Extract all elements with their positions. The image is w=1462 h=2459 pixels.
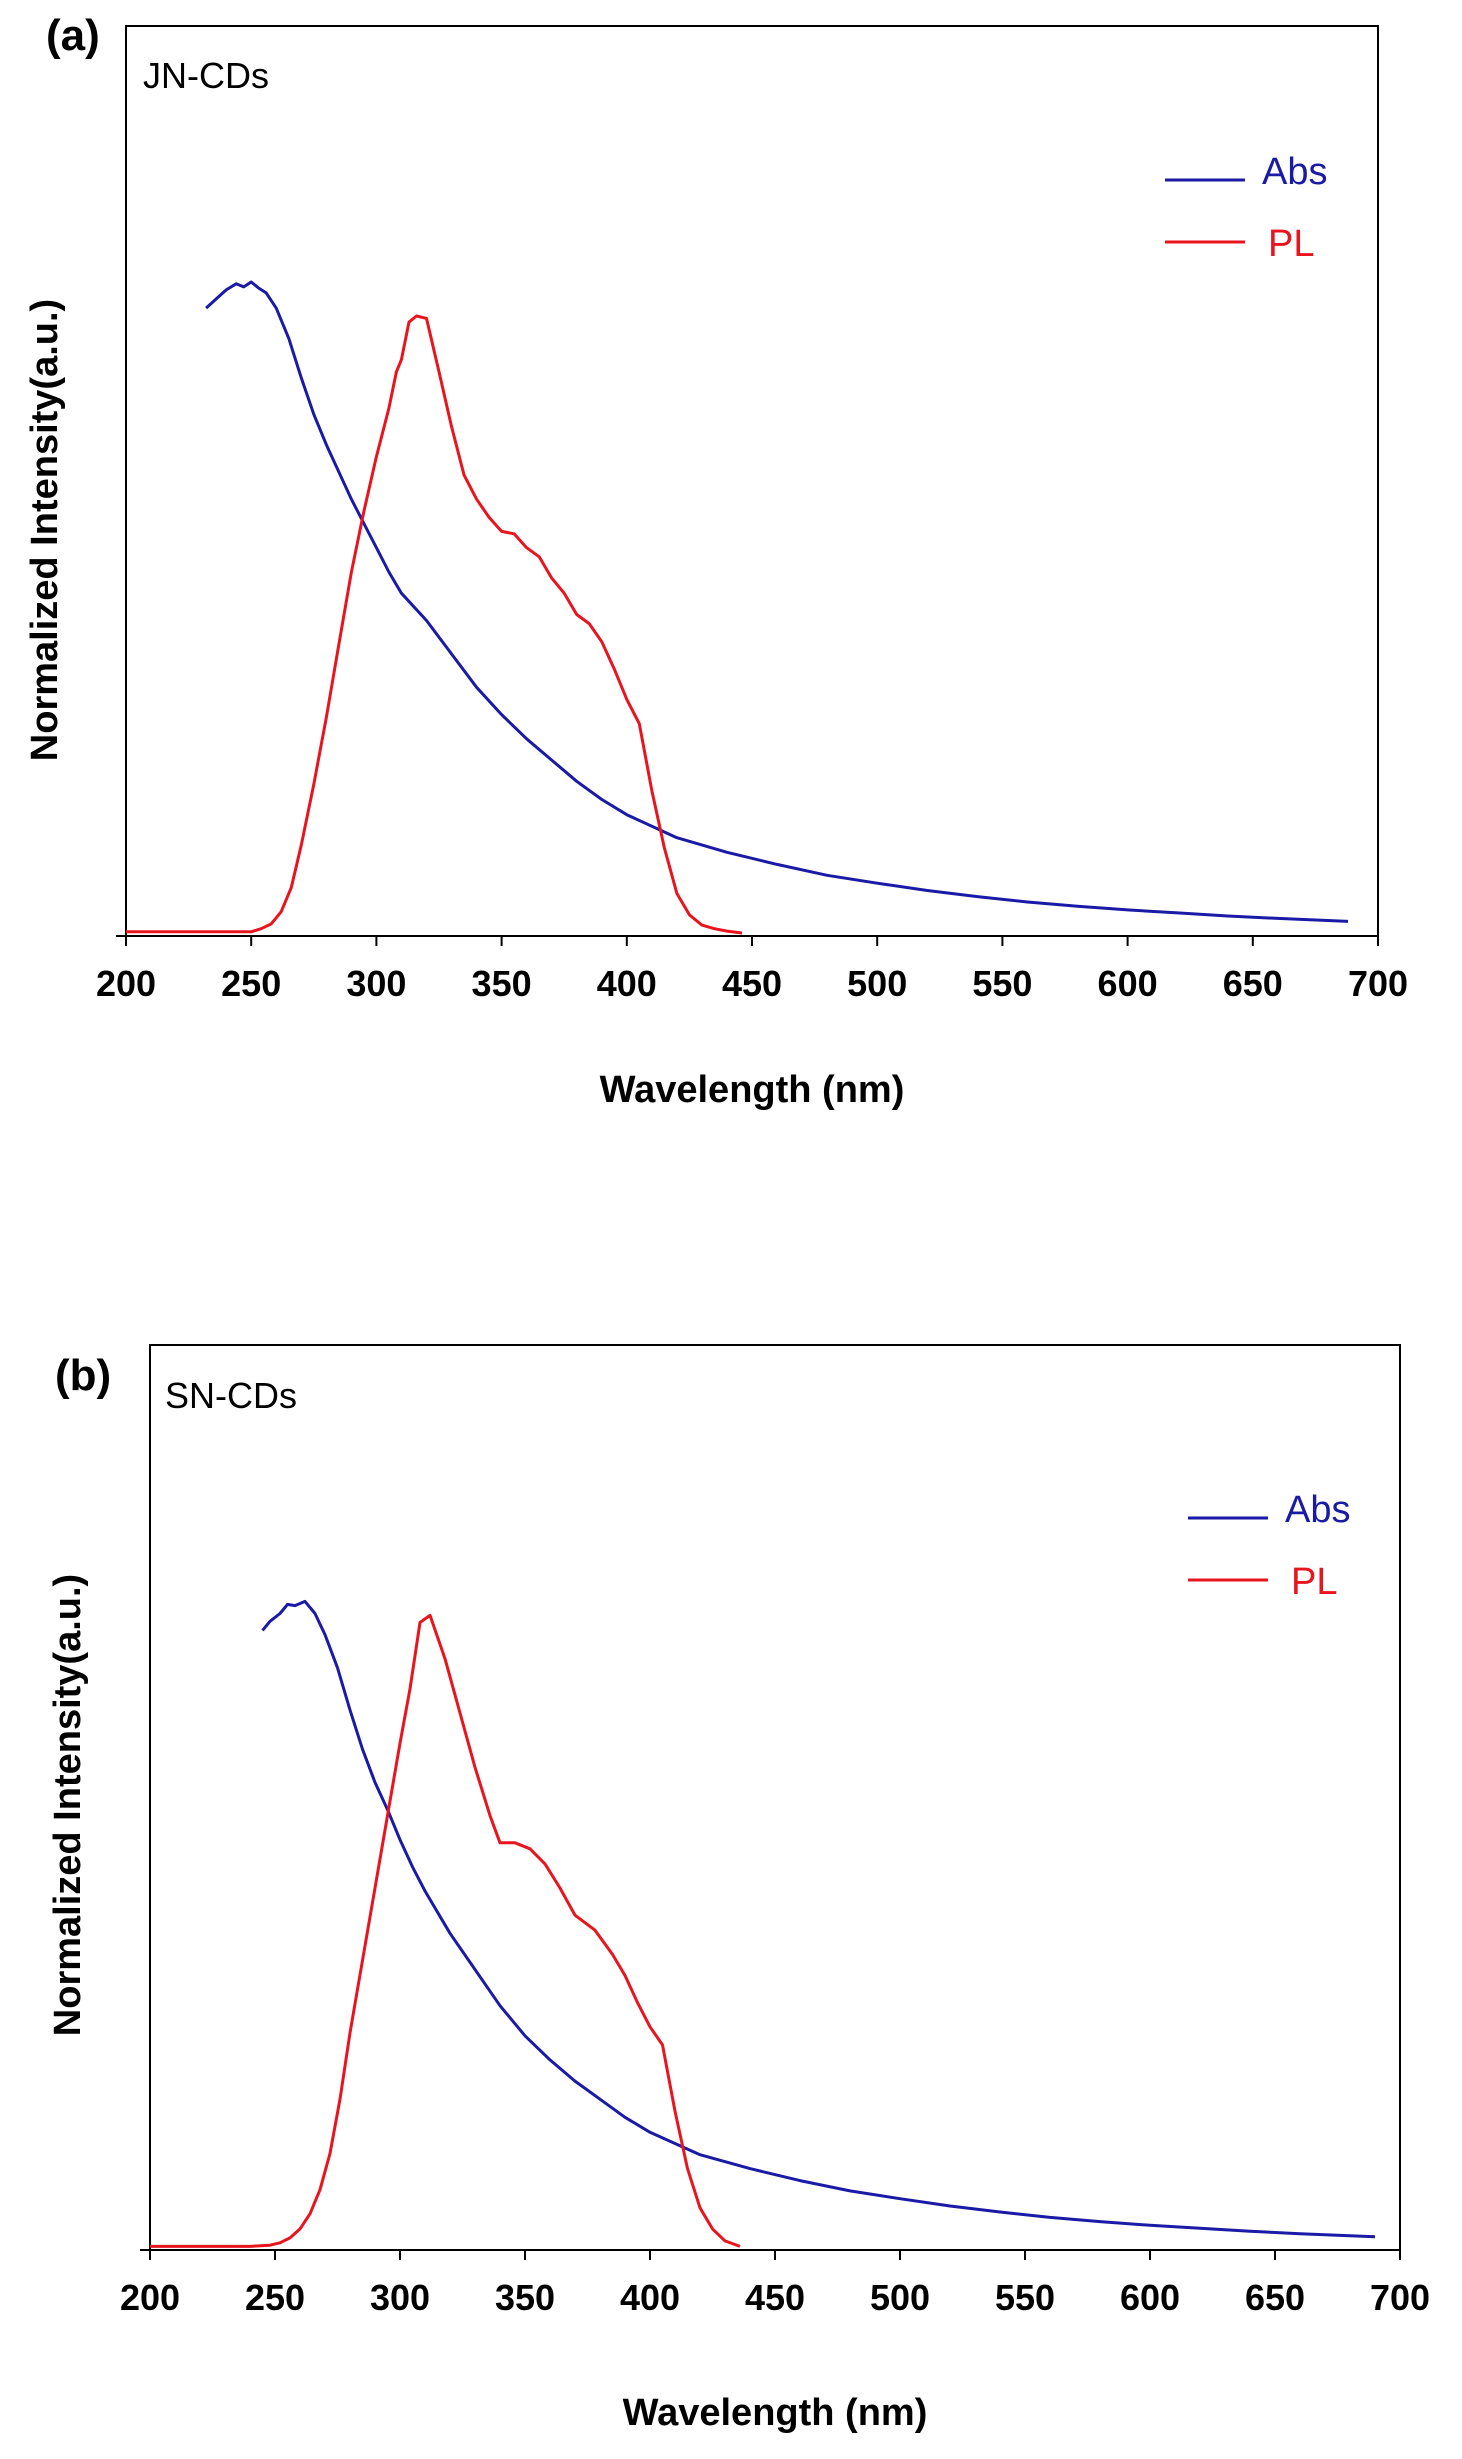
series-lines [126,280,1349,935]
x-tick-label: 250 [245,2277,305,2318]
x-tick-label: 300 [346,963,406,1004]
x-tick-label: 450 [722,963,782,1004]
series-line-pl [150,1613,741,2248]
x-axis-ticks [140,2249,1401,2260]
series-lines [150,1599,1376,2248]
panel-a: (a) JN-CDs Normalized Intensity(a.u.) Wa… [24,11,1408,1111]
x-tick-label: 550 [995,2277,1055,2318]
panel-label: (a) [46,11,100,60]
x-axis-tick-labels: 200 250 300 350 400 450 500 550 600 650 700 [120,2277,1430,2318]
sample-label: SN-CDs [165,1375,297,1416]
x-axis-title: Wavelength (nm) [600,1069,905,1111]
panel-label: (b) [55,1351,111,1400]
x-tick-label: 650 [1245,2277,1305,2318]
series-line-abs [205,280,1349,923]
plot-frame [125,25,1379,937]
x-tick-label: 350 [472,963,532,1004]
x-tick-label: 600 [1098,963,1158,1004]
x-tick-label: 450 [745,2277,805,2318]
x-tick-label: 500 [870,2277,930,2318]
x-tick-label: 300 [370,2277,430,2318]
series-line-abs [261,1599,1376,2239]
x-tick-label: 200 [120,2277,180,2318]
panel-b: (b) SN-CDs Normalized Intensity(a.u.) Wa… [47,1344,1430,2434]
x-axis-ticks [116,935,1379,946]
y-axis-title: Normalized Intensity(a.u.) [24,299,66,761]
x-tick-label: 650 [1223,963,1283,1004]
x-tick-label: 700 [1370,2277,1430,2318]
legend-label-abs: Abs [1285,1489,1350,1531]
x-axis-tick-labels: 200 250 300 350 400 450 500 550 600 650 700 [96,963,1408,1004]
x-tick-label: 200 [96,963,156,1004]
y-axis-title: Normalized Intensity(a.u.) [47,1574,89,2036]
legend-label-pl: PL [1268,223,1314,265]
legend-label-abs: Abs [1262,151,1327,193]
legend-label-pl: PL [1291,1561,1337,1603]
x-tick-label: 700 [1348,963,1408,1004]
x-tick-label: 250 [221,963,281,1004]
x-tick-label: 500 [847,963,907,1004]
x-tick-label: 600 [1120,2277,1180,2318]
sample-label: JN-CDs [143,55,269,96]
x-tick-label: 550 [972,963,1032,1004]
series-line-pl [126,314,743,935]
x-tick-label: 400 [620,2277,680,2318]
x-axis-title: Wavelength (nm) [623,2392,928,2434]
legend: Abs PL [1188,1489,1350,1603]
x-tick-label: 400 [597,963,657,1004]
x-tick-label: 350 [495,2277,555,2318]
legend: Abs PL [1165,151,1327,265]
